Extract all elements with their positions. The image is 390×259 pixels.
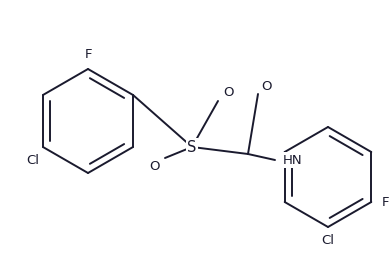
Text: S: S [187,140,197,155]
Text: Cl: Cl [321,234,335,248]
Text: O: O [150,160,160,172]
Text: F: F [381,196,389,208]
Text: F: F [84,48,92,61]
Text: Cl: Cl [27,155,39,168]
Text: O: O [223,87,233,99]
Text: O: O [261,80,271,92]
Text: HN: HN [283,154,303,167]
